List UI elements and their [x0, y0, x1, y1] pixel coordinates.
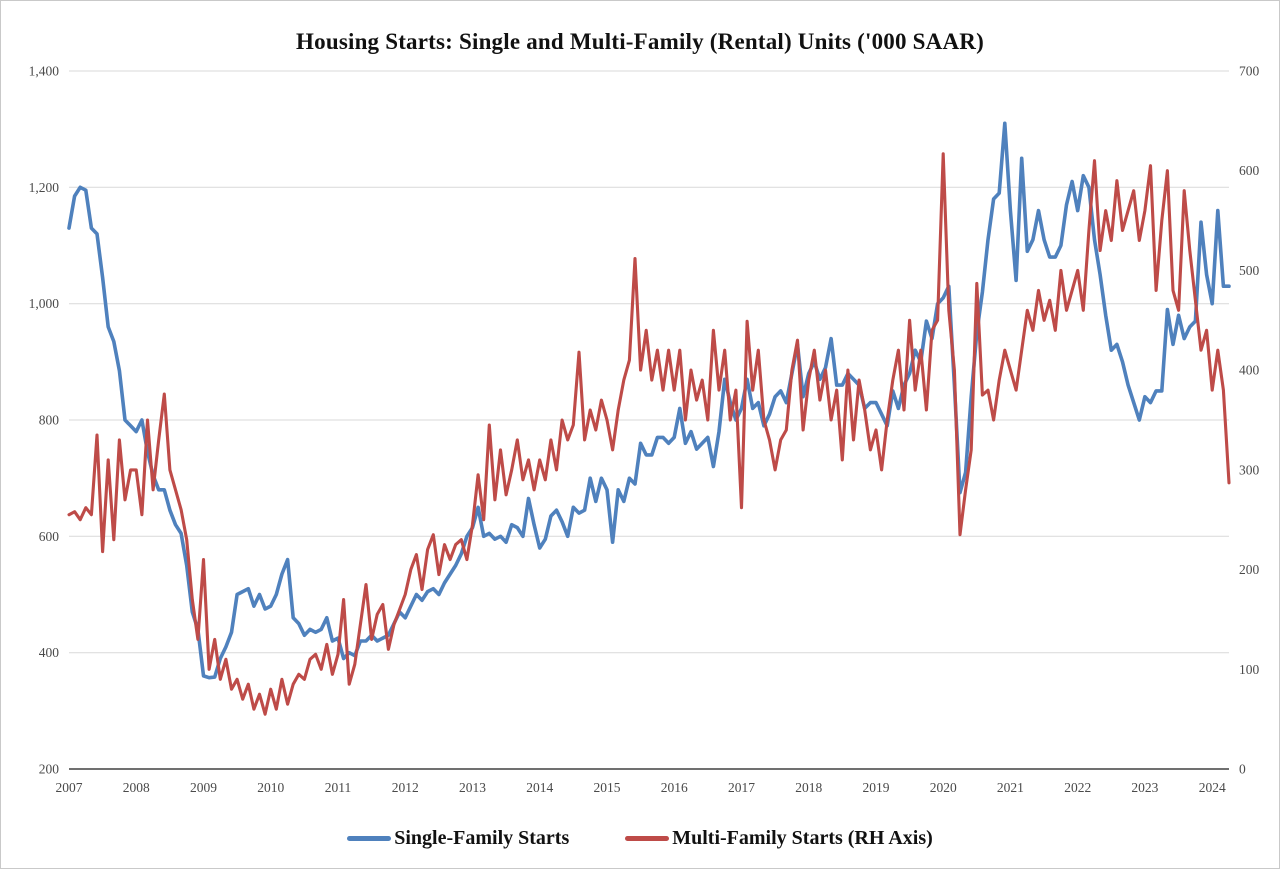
x-tick-label: 2021	[997, 780, 1024, 795]
right-axis-labels: 0 100 200 300 400 500 600 700	[1239, 64, 1260, 777]
legend-item-multi-family: Multi-Family Starts (RH Axis)	[625, 827, 933, 850]
x-tick-label: 2023	[1131, 780, 1158, 795]
left-tick-label: 200	[39, 762, 60, 777]
x-axis-labels: 2007 2008 2009 2010 2011 2012 2013 2014 2015 2016…	[56, 780, 1226, 795]
x-tick-label: 2024	[1199, 780, 1226, 795]
right-tick-label: 400	[1239, 363, 1260, 378]
legend-item-single-family: Single-Family Starts	[347, 827, 569, 850]
right-tick-label: 600	[1239, 163, 1260, 178]
x-tick-label: 2012	[392, 780, 419, 795]
x-tick-label: 2014	[526, 780, 553, 795]
x-tick-label: 2019	[863, 780, 890, 795]
left-tick-label: 400	[39, 645, 60, 660]
legend-label-multi-family: Multi-Family Starts (RH Axis)	[672, 826, 933, 849]
x-tick-label: 2007	[56, 780, 83, 795]
multi-family-line	[67, 152, 1231, 716]
single-family-line	[67, 121, 1231, 680]
x-tick-label: 2016	[661, 780, 688, 795]
x-tick-label: 2008	[123, 780, 150, 795]
right-tick-label: 300	[1239, 462, 1260, 477]
x-tick-label: 2020	[930, 780, 957, 795]
x-tick-label: 2015	[594, 780, 621, 795]
left-tick-label: 1,400	[29, 64, 60, 79]
x-tick-label: 2022	[1064, 780, 1091, 795]
right-tick-label: 100	[1239, 662, 1260, 677]
multi-family-line-swatch	[625, 835, 670, 841]
left-tick-label: 1,000	[29, 296, 60, 311]
x-tick-label: 2010	[257, 780, 284, 795]
left-tick-label: 1,200	[29, 180, 60, 195]
x-tick-label: 2011	[325, 780, 352, 795]
chart-title: Housing Starts: Single and Multi-Family …	[296, 29, 984, 54]
legend-label-single-family: Single-Family Starts	[394, 826, 570, 849]
x-tick-label: 2013	[459, 780, 486, 795]
left-axis-labels: 200 400 600 800 1,000 1,200 1,400	[29, 64, 60, 777]
legend: Single-Family Starts Multi-Family Starts…	[1, 821, 1279, 855]
y-gridlines	[69, 70, 1229, 654]
x-tick-label: 2017	[728, 780, 755, 795]
x-tick-label: 2018	[795, 780, 822, 795]
right-tick-label: 500	[1239, 263, 1260, 278]
left-tick-label: 800	[39, 413, 60, 428]
left-tick-label: 600	[39, 529, 60, 544]
right-tick-label: 700	[1239, 64, 1260, 79]
x-tick-label: 2009	[190, 780, 217, 795]
right-tick-label: 200	[1239, 562, 1260, 577]
right-tick-label: 0	[1239, 762, 1246, 777]
single-family-line-swatch	[347, 835, 392, 841]
